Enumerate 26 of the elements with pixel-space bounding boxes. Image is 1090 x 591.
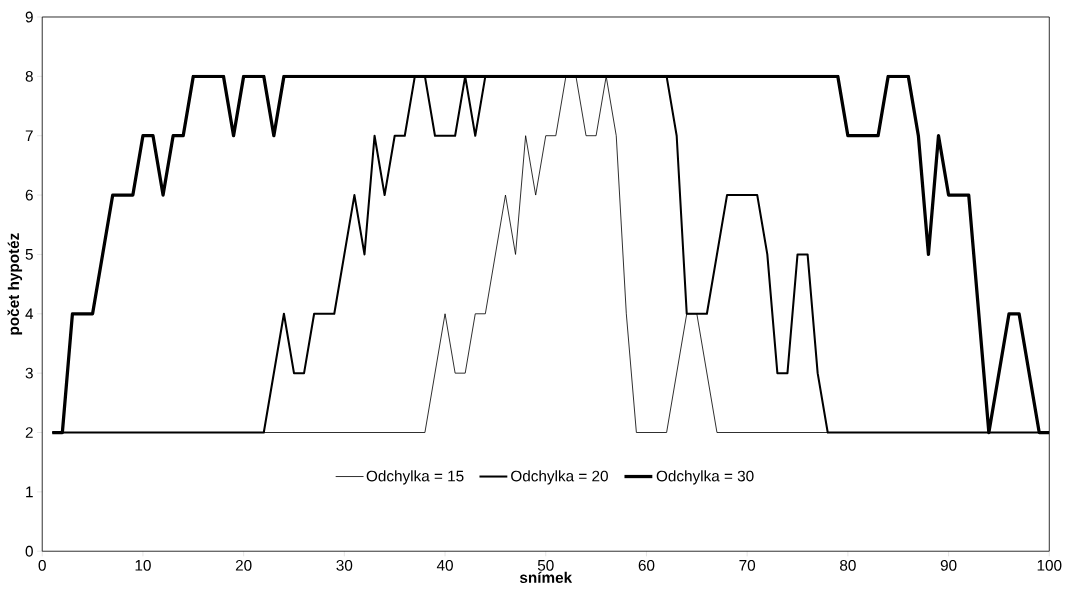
y-tick-label: 6 (25, 189, 33, 201)
x-tick-label: 80 (840, 560, 856, 571)
y-tick-label: 0 (25, 546, 33, 557)
x-tick-label: 30 (336, 560, 353, 571)
x-tick-label: 40 (436, 560, 453, 571)
y-axis-title: počet hypotéz (7, 233, 23, 335)
x-tick-label: 70 (739, 560, 756, 571)
legend-label: Odchylka = 15 (366, 470, 464, 485)
x-tick-label: 20 (235, 560, 252, 571)
x-tick-label: 0 (38, 560, 46, 571)
x-tick-label: 10 (135, 560, 151, 571)
y-tick-label: 9 (25, 11, 33, 23)
x-tick-label: 60 (638, 560, 655, 571)
y-tick-label: 7 (25, 130, 33, 142)
x-axis-title: snímek (519, 571, 573, 584)
y-tick-label: 8 (25, 71, 33, 83)
y-tick-label: 1 (26, 486, 33, 498)
y-tick-label: 2 (25, 427, 33, 439)
legend-label: Odchylka = 30 (656, 470, 754, 485)
x-tick-label: 90 (940, 560, 957, 571)
y-tick-label: 5 (25, 249, 33, 261)
x-tick-label: 100 (1037, 560, 1062, 571)
y-tick-label: 4 (25, 308, 34, 320)
legend-label: Odchylka = 20 (511, 470, 608, 485)
x-tick-label: 50 (537, 560, 554, 571)
y-tick-label: 3 (25, 367, 33, 379)
